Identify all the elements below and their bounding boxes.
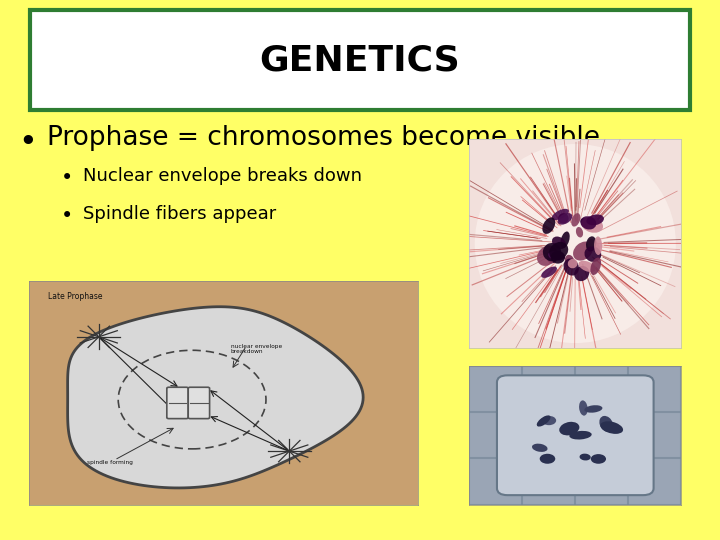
Ellipse shape xyxy=(551,251,565,264)
Ellipse shape xyxy=(585,246,601,262)
Ellipse shape xyxy=(580,454,590,461)
Ellipse shape xyxy=(580,216,596,229)
Ellipse shape xyxy=(549,242,568,260)
Text: GENETICS: GENETICS xyxy=(260,43,460,77)
Ellipse shape xyxy=(571,213,580,227)
Ellipse shape xyxy=(586,214,604,225)
Text: Spindle fibers appear: Spindle fibers appear xyxy=(83,205,276,223)
Ellipse shape xyxy=(537,245,557,266)
FancyBboxPatch shape xyxy=(30,10,690,110)
FancyBboxPatch shape xyxy=(167,387,188,419)
PathPatch shape xyxy=(68,307,363,488)
Ellipse shape xyxy=(540,454,555,464)
Ellipse shape xyxy=(599,416,613,432)
Ellipse shape xyxy=(564,259,579,275)
Ellipse shape xyxy=(579,261,595,272)
Ellipse shape xyxy=(586,237,596,252)
Ellipse shape xyxy=(543,243,561,261)
Text: Prophase = chromosomes become visible: Prophase = chromosomes become visible xyxy=(47,125,600,151)
Ellipse shape xyxy=(570,431,592,440)
Ellipse shape xyxy=(536,415,551,427)
Ellipse shape xyxy=(580,218,588,227)
Text: •: • xyxy=(61,206,73,226)
Text: •: • xyxy=(18,127,37,158)
Ellipse shape xyxy=(546,249,558,264)
Ellipse shape xyxy=(557,213,572,225)
Ellipse shape xyxy=(559,422,580,435)
Ellipse shape xyxy=(594,237,602,255)
Ellipse shape xyxy=(474,144,676,343)
Ellipse shape xyxy=(568,259,577,268)
Ellipse shape xyxy=(552,209,569,220)
Ellipse shape xyxy=(541,416,556,425)
Text: nuclear envelope
breakdown: nuclear envelope breakdown xyxy=(231,343,282,354)
Ellipse shape xyxy=(541,267,557,278)
Ellipse shape xyxy=(552,237,566,249)
FancyBboxPatch shape xyxy=(188,387,210,419)
Ellipse shape xyxy=(579,400,588,416)
Text: spindle forming: spindle forming xyxy=(87,460,133,465)
Ellipse shape xyxy=(590,258,601,275)
Ellipse shape xyxy=(600,421,623,434)
Ellipse shape xyxy=(548,251,565,261)
Ellipse shape xyxy=(574,266,589,281)
Text: Nuclear envelope breaks down: Nuclear envelope breaks down xyxy=(83,167,362,185)
Ellipse shape xyxy=(560,232,570,248)
Text: •: • xyxy=(61,168,73,188)
Ellipse shape xyxy=(573,241,593,261)
Text: Late Prophase: Late Prophase xyxy=(48,292,103,301)
Ellipse shape xyxy=(558,213,569,224)
FancyBboxPatch shape xyxy=(497,375,654,495)
Ellipse shape xyxy=(532,444,547,452)
Ellipse shape xyxy=(585,405,603,413)
Ellipse shape xyxy=(564,255,575,268)
Ellipse shape xyxy=(588,239,600,252)
Ellipse shape xyxy=(591,454,606,464)
Ellipse shape xyxy=(576,227,583,238)
Ellipse shape xyxy=(542,218,555,234)
Ellipse shape xyxy=(581,217,603,233)
